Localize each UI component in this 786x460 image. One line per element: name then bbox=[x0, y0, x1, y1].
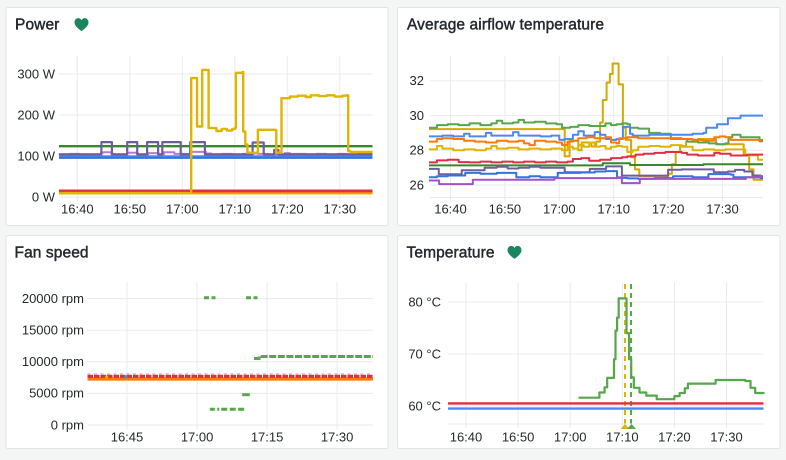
svg-text:0 W: 0 W bbox=[32, 189, 56, 204]
svg-text:28: 28 bbox=[410, 143, 424, 158]
svg-text:300 W: 300 W bbox=[17, 66, 55, 81]
svg-text:16:40: 16:40 bbox=[434, 202, 467, 217]
svg-text:17:30: 17:30 bbox=[324, 202, 357, 217]
svg-text:Fan speed: Fan speed bbox=[15, 245, 89, 262]
svg-text:20000 rpm: 20000 rpm bbox=[22, 291, 84, 306]
svg-text:17:00: 17:00 bbox=[554, 430, 587, 445]
svg-text:10000 rpm: 10000 rpm bbox=[22, 354, 84, 369]
svg-text:16:40: 16:40 bbox=[450, 430, 483, 445]
svg-text:17:20: 17:20 bbox=[652, 202, 685, 217]
svg-text:200 W: 200 W bbox=[17, 107, 55, 122]
svg-text:17:00: 17:00 bbox=[543, 202, 576, 217]
svg-text:17:30: 17:30 bbox=[710, 430, 743, 445]
svg-text:17:00: 17:00 bbox=[181, 430, 214, 445]
svg-text:32: 32 bbox=[410, 73, 424, 88]
svg-text:60 °C: 60 °C bbox=[408, 398, 441, 413]
svg-text:17:30: 17:30 bbox=[706, 202, 739, 217]
svg-text:Power: Power bbox=[15, 17, 59, 34]
svg-text:26: 26 bbox=[410, 177, 424, 192]
svg-text:80 °C: 80 °C bbox=[408, 294, 441, 309]
svg-text:16:50: 16:50 bbox=[114, 202, 147, 217]
svg-text:70 °C: 70 °C bbox=[408, 346, 441, 361]
svg-text:17:20: 17:20 bbox=[271, 202, 304, 217]
svg-text:17:20: 17:20 bbox=[658, 430, 691, 445]
svg-text:17:10: 17:10 bbox=[606, 430, 639, 445]
svg-text:15000 rpm: 15000 rpm bbox=[22, 323, 84, 338]
svg-text:30: 30 bbox=[410, 108, 424, 123]
svg-text:17:10: 17:10 bbox=[219, 202, 252, 217]
svg-text:16:50: 16:50 bbox=[489, 202, 522, 217]
svg-text:Temperature: Temperature bbox=[407, 245, 495, 262]
svg-text:16:50: 16:50 bbox=[502, 430, 535, 445]
svg-text:5000 rpm: 5000 rpm bbox=[29, 386, 84, 401]
svg-text:17:00: 17:00 bbox=[166, 202, 199, 217]
svg-text:17:30: 17:30 bbox=[321, 430, 354, 445]
svg-text:100 W: 100 W bbox=[17, 148, 55, 163]
svg-text:0 rpm: 0 rpm bbox=[51, 417, 84, 432]
svg-text:17:15: 17:15 bbox=[251, 430, 284, 445]
svg-text:16:45: 16:45 bbox=[111, 430, 144, 445]
svg-text:16:40: 16:40 bbox=[61, 202, 94, 217]
svg-text:17:10: 17:10 bbox=[597, 202, 630, 217]
svg-text:Average airflow temperature: Average airflow temperature bbox=[407, 17, 604, 34]
